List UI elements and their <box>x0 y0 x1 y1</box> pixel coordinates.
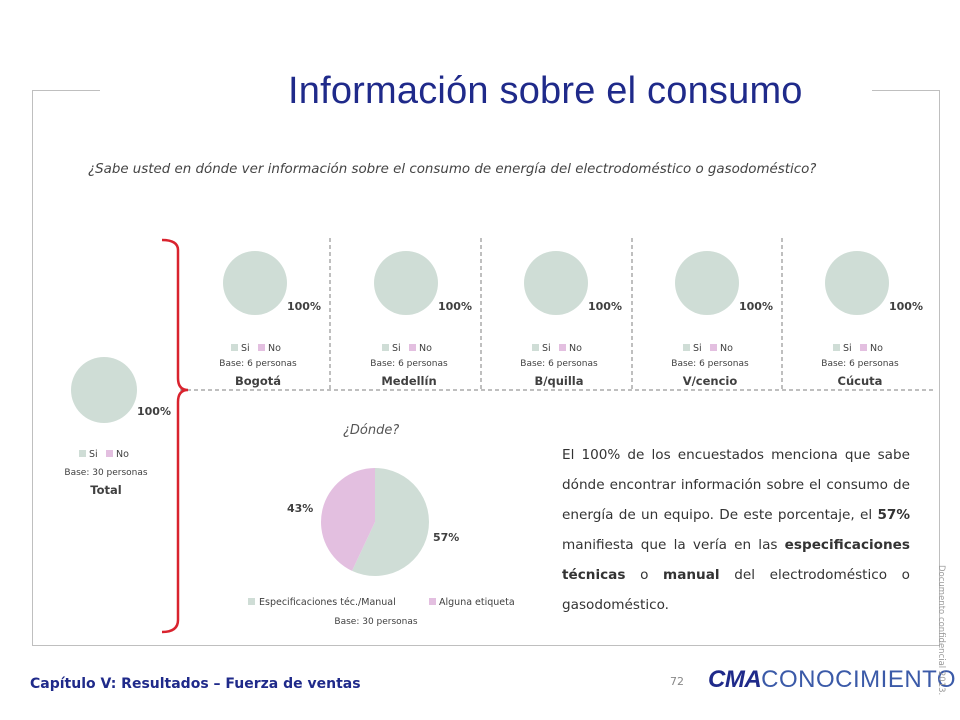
pie-4-legend-si: Si <box>693 343 702 354</box>
where-pie-slice-1 <box>352 468 429 576</box>
where-legend-1: Especificaciones téc./Manual <box>259 597 396 608</box>
red-bracket <box>161 238 189 634</box>
pie-5-slice-si <box>825 251 889 315</box>
pie-3-data-label: 100% <box>588 300 622 313</box>
pie-1-base-label: Base: 6 personas <box>219 359 297 369</box>
desc-bold-3: manual <box>663 567 720 583</box>
pie-3-base-label: Base: 6 personas <box>520 359 598 369</box>
where-pie-slice-2 <box>321 468 375 571</box>
logo-cma: CMA <box>708 666 762 693</box>
where-legend-swatch-1 <box>248 598 255 605</box>
pie-2-legend-swatch-no <box>409 344 416 351</box>
where-title: ¿Dónde? <box>343 423 399 438</box>
frame-bottom <box>32 645 940 646</box>
pie-5-legend-si: Si <box>843 343 852 354</box>
pie-0-legend-si: Si <box>89 449 98 460</box>
pie-4-legend-swatch-si <box>683 344 690 351</box>
where-legend-swatch-2 <box>429 598 436 605</box>
pie-0-slice-si <box>71 357 137 423</box>
pie-3-legend-swatch-si <box>532 344 539 351</box>
where-pie-label-2: 43% <box>287 502 313 515</box>
frame-top-right <box>872 90 940 91</box>
pie-0-legend-swatch-si <box>79 450 86 457</box>
city-separators <box>180 238 934 391</box>
page-number: 72 <box>670 675 684 688</box>
description-text: El 100% de los encuestados menciona que … <box>562 440 910 620</box>
where-pie-label-1: 57% <box>433 531 459 544</box>
pie-4-base-label: Base: 6 personas <box>671 359 749 369</box>
pie-1-data-label: 100% <box>287 300 321 313</box>
confidential-text: Documento confidencial 2013. <box>936 565 946 696</box>
pies-group: 100% Si No Base: 30 personas Total 100% Si No Ba… <box>64 251 923 627</box>
where-base-label: Base: 30 personas <box>334 617 417 627</box>
pie-5-base-label: Base: 6 personas <box>821 359 899 369</box>
pie-5-legend-swatch-no <box>860 344 867 351</box>
frame-left <box>32 90 33 646</box>
logo-conocimiento: CONOCIMIENTO <box>761 666 957 693</box>
frame-right <box>939 90 940 646</box>
pie-2-slice-si <box>374 251 438 315</box>
pie-2-base-label: Base: 6 personas <box>370 359 448 369</box>
pie-0-name-label: Total <box>90 483 121 497</box>
pie-4-name-label: V/cencio <box>683 374 738 388</box>
pie-4-slice-si <box>675 251 739 315</box>
pie-1-legend-swatch-si <box>231 344 238 351</box>
pie-2-data-label: 100% <box>438 300 472 313</box>
desc-bold-2: especificaciones técnicas <box>562 537 910 583</box>
frame-top-left <box>32 90 100 91</box>
desc-part-3: o <box>625 567 664 583</box>
page-title: Información sobre el consumo <box>288 70 803 112</box>
pie-2-legend-si: Si <box>392 343 401 354</box>
company-logo: CMACONOCIMIENTO <box>708 666 956 694</box>
desc-part-2: manifiesta que la vería en las <box>562 537 785 553</box>
confidential-note: Documento confidencial 2013. <box>936 565 956 710</box>
pie-2-name-label: Medellín <box>381 374 436 388</box>
pie-5-name-label: Cúcuta <box>838 374 883 388</box>
chapter-footer: Capítulo V: Resultados – Fuerza de venta… <box>30 676 361 692</box>
pie-3-legend-si: Si <box>542 343 551 354</box>
desc-part-4: del electrodoméstico o gasodoméstico. <box>562 567 910 613</box>
pie-5-legend-swatch-si <box>833 344 840 351</box>
pie-0-base-label: Base: 30 personas <box>64 468 147 478</box>
pie-1-name-label: Bogotá <box>235 374 281 388</box>
desc-bold-1: 57% <box>877 507 910 523</box>
pie-2-legend-swatch-si <box>382 344 389 351</box>
where-legend-2: Alguna etiqueta <box>439 597 515 608</box>
pie-4-legend-no: No <box>720 343 733 354</box>
survey-question: ¿Sabe usted en dónde ver información sob… <box>88 162 817 177</box>
pie-3-slice-si <box>524 251 588 315</box>
desc-part-1: El 100% de los encuestados menciona que … <box>562 447 910 523</box>
pie-1-legend-swatch-no <box>258 344 265 351</box>
pie-1-legend-no: No <box>268 343 281 354</box>
pie-0-data-label: 100% <box>137 405 171 418</box>
pie-1-slice-si <box>223 251 287 315</box>
pie-3-name-label: B/quilla <box>535 374 584 388</box>
pie-4-legend-swatch-no <box>710 344 717 351</box>
pie-0-legend-no: No <box>116 449 129 460</box>
pie-0-legend-swatch-no <box>106 450 113 457</box>
pie-2-legend-no: No <box>419 343 432 354</box>
pie-1-legend-si: Si <box>241 343 250 354</box>
pie-3-legend-no: No <box>569 343 582 354</box>
pie-4-data-label: 100% <box>739 300 773 313</box>
pie-3-legend-swatch-no <box>559 344 566 351</box>
pie-5-legend-no: No <box>870 343 883 354</box>
pie-5-data-label: 100% <box>889 300 923 313</box>
